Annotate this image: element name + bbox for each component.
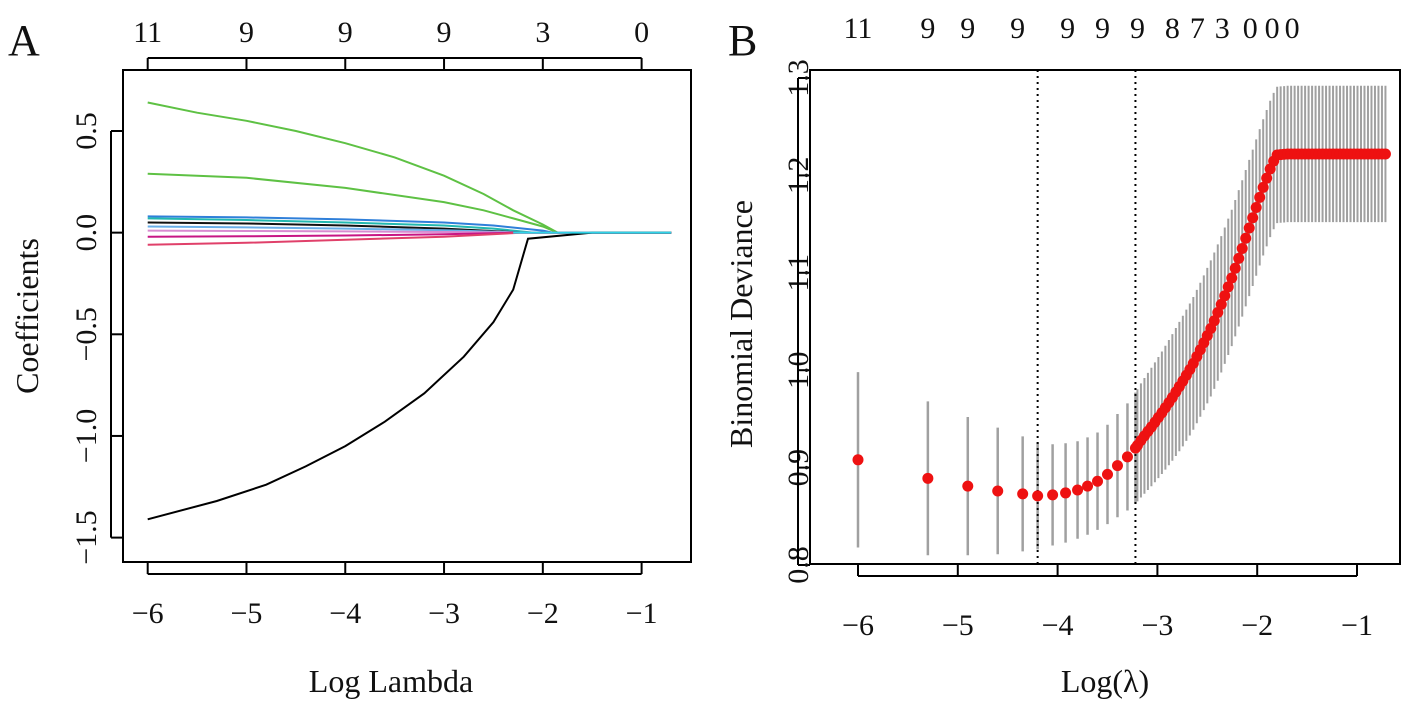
panel-b-point	[1047, 489, 1059, 501]
panel-b-top-label: 0	[1243, 12, 1258, 45]
panel-b-y-label: Binomial Deviance	[723, 200, 759, 448]
panel-a-x-tick-label: −3	[428, 597, 460, 630]
panel-a-axes: −6 −5 −4 −3 −2 −1 −1.5 −1.0 −0.5 0.0 0.5 11 9 9 9 3 0	[70, 16, 658, 630]
panel-b-top-label: 11	[844, 12, 873, 45]
panel-b-top-label: 3	[1215, 12, 1230, 45]
panel-a-y-tick-label: −1.5	[70, 510, 103, 564]
panel-b-point	[1060, 487, 1072, 499]
panel-b-point	[1222, 281, 1234, 293]
panel-a-x-label: Log Lambda	[309, 663, 473, 699]
panel-a-y-tick-label: 0.0	[70, 214, 103, 252]
panel-b-point	[1032, 490, 1044, 502]
panel-a-top-label: 11	[133, 16, 162, 49]
panel-a-coefficient-paths	[147, 101, 672, 521]
panel-b-point	[992, 485, 1004, 497]
panel-b-top-label: 0	[1265, 12, 1280, 45]
panel-a-plot-frame	[122, 69, 692, 563]
panel-a-y-tick-label: −1.0	[70, 409, 103, 463]
panel-a-x-tick-label: −6	[132, 597, 164, 630]
panel-a-x-tick-label: −1	[626, 597, 658, 630]
panel-b-point	[1017, 488, 1029, 500]
panel-b-top-label: 9	[960, 12, 975, 45]
panel-b-top-label: 9	[920, 12, 935, 45]
panel-b-point	[1102, 468, 1113, 480]
panel-b-plot-frame	[809, 69, 1401, 565]
panel-b-x-tick-label: −6	[842, 609, 874, 642]
panel-b-lambda-lines	[1036, 70, 1137, 564]
panel-a-series-coef-black-large	[147, 231, 672, 521]
panel-b-point	[1092, 475, 1104, 487]
panel-b-top-label: 9	[1010, 12, 1025, 45]
panel-a-y-tick-label: 0.5	[70, 112, 103, 150]
panel-b-point	[962, 480, 974, 492]
panel-a-series-coef-green-1	[147, 101, 672, 234]
panel-b-point	[1261, 172, 1273, 184]
panel-b-top-label: 0	[1285, 12, 1300, 45]
panel-b-top-label: 9	[1095, 12, 1110, 45]
panel-b-point	[1215, 298, 1227, 310]
panel-b-label: B	[728, 16, 757, 65]
panel-b-top-label: 7	[1190, 12, 1205, 45]
panel-a-x-tick-label: −4	[329, 597, 361, 630]
panel-a-top-label: 0	[634, 16, 649, 49]
panel-a-y-tick-label: −0.5	[70, 307, 103, 361]
panel-b: B −6 −5 −4 −3 −2 −10.80.91.01.11.21.311 9 9 9 9 9 9…	[723, 12, 1401, 699]
panel-b-point	[1111, 460, 1123, 472]
panel-b-point	[922, 472, 934, 484]
panel-b-x-tick-label: −4	[1042, 609, 1074, 642]
panel-b-point	[1240, 232, 1252, 244]
panel-b-point	[1247, 212, 1259, 224]
panel-b-point	[1379, 148, 1391, 160]
panel-b-point	[1243, 222, 1255, 234]
panel-b-top-label: 9	[1130, 12, 1145, 45]
panel-a-label: A	[8, 16, 40, 65]
panel-a-top-label: 3	[535, 16, 550, 49]
panel-b-axes: −6 −5 −4 −3 −2 −10.80.91.01.11.21.311 9 9 9 9 9 9 8 7…	[782, 12, 1373, 642]
panel-a: A −6 −5 −4 −3 −2 −1−1.5−1.0−0.50.00.511 9 9 9 3 0 …	[8, 16, 692, 699]
panel-a-y-label: Coefficients	[9, 238, 45, 394]
panel-b-point	[1082, 480, 1094, 492]
panel-b-x-tick-label: −1	[1341, 609, 1373, 642]
panel-b-point	[1257, 181, 1269, 193]
panel-b-top-label: 9	[1060, 12, 1075, 45]
panel-a-top-label: 9	[437, 16, 452, 49]
panel-b-point	[1250, 202, 1262, 214]
panel-b-top-label: 8	[1165, 12, 1180, 45]
panel-b-x-label: Log(λ)	[1061, 663, 1149, 699]
panel-b-point	[1072, 484, 1084, 496]
panel-b-x-tick-label: −3	[1141, 609, 1173, 642]
panel-b-point	[1219, 290, 1231, 302]
panel-b-point	[1226, 272, 1238, 284]
panel-a-top-label: 9	[239, 16, 254, 49]
panel-b-x-tick-label: −5	[942, 609, 974, 642]
panel-b-point	[1229, 262, 1241, 274]
panel-a-top-label: 9	[338, 16, 353, 49]
panel-b-deviance-points	[852, 148, 1391, 502]
panel-b-point	[1236, 242, 1248, 254]
panel-b-point	[852, 454, 864, 466]
panel-b-point	[1121, 451, 1133, 463]
panel-a-x-tick-label: −2	[527, 597, 559, 630]
panel-b-point	[1233, 252, 1245, 264]
panel-a-x-tick-label: −5	[231, 597, 263, 630]
panel-b-point	[1254, 191, 1266, 203]
panel-b-x-tick-label: −2	[1241, 609, 1273, 642]
